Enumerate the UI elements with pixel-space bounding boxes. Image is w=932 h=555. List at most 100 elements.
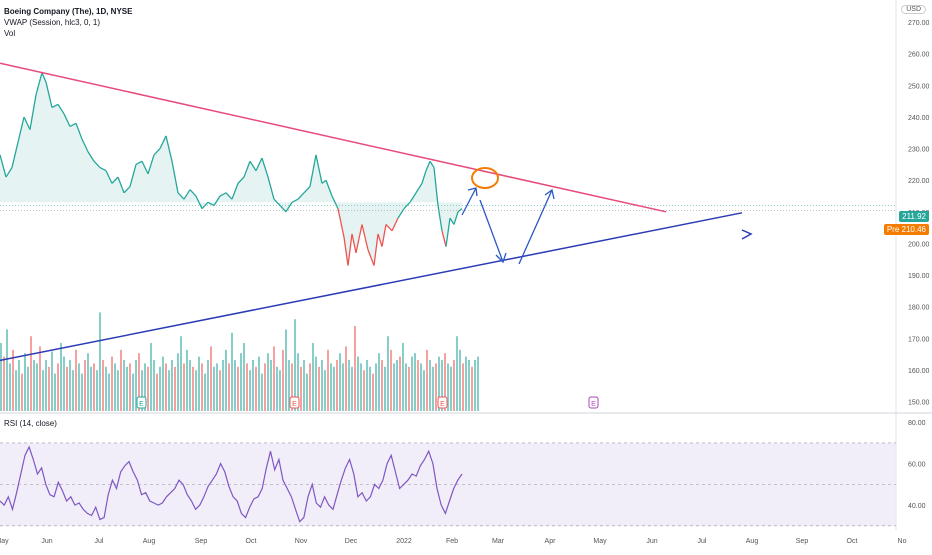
volume-bar [45, 360, 47, 411]
volume-bar [306, 373, 308, 411]
volume-bar [159, 366, 161, 411]
price-line-segment [291, 198, 299, 203]
volume-bar [57, 363, 59, 411]
price-line-segment [105, 170, 113, 184]
volume-bar [192, 366, 194, 411]
volume-bar [390, 349, 392, 411]
volume-bar [423, 370, 425, 411]
volume-bar [177, 353, 179, 411]
volume-indicator-label[interactable]: Vol [4, 29, 16, 38]
volume-bar [96, 370, 98, 411]
vwap-indicator-label[interactable]: VWAP (Session, hlc3, 0, 1) [4, 18, 101, 27]
volume-bar [18, 360, 20, 411]
earnings-marker-box [588, 396, 599, 409]
time-axis-tick-label: Feb [446, 538, 458, 545]
currency-button[interactable]: USD [901, 5, 926, 14]
volume-bar [165, 363, 167, 411]
price-line-segment [285, 201, 293, 213]
volume-bar [447, 363, 449, 411]
symbol-title[interactable]: Boeing Company (The), 1D, NYSE [4, 7, 133, 16]
highlight-circle[interactable] [471, 167, 499, 189]
price-axis-tick-label: 150.00 [908, 400, 930, 407]
volume-bar [222, 360, 224, 411]
earnings-marker[interactable]: E [289, 396, 300, 409]
earnings-marker-box [437, 396, 448, 409]
time-axis-tick-label: Aug [143, 538, 156, 545]
price-line-segment [261, 157, 269, 178]
volume-bar [102, 360, 104, 411]
volume-bar [294, 319, 296, 411]
price-line-segment [99, 166, 107, 172]
earnings-marker[interactable]: E [136, 396, 147, 409]
rsi-indicator-label[interactable]: RSI (14, close) [4, 419, 57, 428]
volume-bar [417, 360, 419, 411]
price-line-segment [117, 176, 125, 194]
price-axis-tick-label: 260.00 [908, 52, 930, 59]
volume-bar [210, 346, 212, 411]
time-axis-tick-label: Oct [847, 538, 858, 545]
volume-bar [333, 366, 335, 411]
price-line-segment [93, 160, 101, 169]
volume-bar [78, 363, 80, 411]
price-line-segment [5, 167, 13, 178]
volume-bar [108, 373, 110, 411]
earnings-marker-box [289, 396, 300, 409]
price-line-segment [159, 135, 167, 149]
projection-arrow-up-1[interactable] [461, 187, 477, 216]
volume-bar [228, 363, 230, 411]
price-line-segment [279, 205, 287, 213]
volume-bar [420, 363, 422, 411]
last-price-value: 211.92 [902, 212, 926, 221]
earnings-marker[interactable]: E [588, 396, 599, 409]
price-line-segment [231, 183, 239, 200]
price-line-segment [237, 176, 245, 184]
time-axis-tick-label: Mar [492, 538, 505, 545]
volume-bar [93, 363, 95, 411]
volume-bar [111, 356, 113, 411]
volume-bar [114, 363, 116, 411]
time-axis-tick-label: Sep [796, 538, 809, 545]
volume-bar [351, 366, 353, 411]
price-line-segment [177, 192, 185, 200]
volume-bar [99, 312, 101, 411]
volume-bar [243, 343, 245, 411]
volume-bar [378, 353, 380, 411]
arrowhead-icon [467, 187, 478, 197]
time-axis-tick-label: Jul [698, 538, 707, 545]
last-price-tag: 211.92 [899, 211, 929, 222]
earnings-marker[interactable]: E [437, 396, 448, 409]
price-line-segment [51, 103, 59, 109]
support-trendline[interactable] [0, 212, 743, 362]
projection-arrow-down[interactable] [479, 199, 504, 263]
price-line-segment [81, 138, 89, 153]
volume-bar [216, 363, 218, 411]
volume-bar [300, 366, 302, 411]
volume-bar [21, 373, 23, 411]
earnings-marker-label: E [139, 401, 144, 408]
volume-bar [363, 370, 365, 411]
price-line-segment [195, 195, 203, 209]
projection-arrow-up-2[interactable] [518, 189, 553, 265]
price-line-segment [297, 192, 305, 200]
volume-bar [360, 363, 362, 411]
resistance-trendline[interactable] [0, 62, 667, 213]
volume-bar [144, 363, 146, 411]
price-line-segment [29, 94, 37, 130]
price-axis-tick-label: 250.00 [908, 83, 930, 90]
volume-bar [225, 349, 227, 411]
volume-bar [339, 353, 341, 411]
volume-bar [3, 356, 5, 411]
volume-bar [327, 349, 329, 411]
volume-bar [66, 366, 68, 411]
volume-bar [168, 370, 170, 411]
price-line-segment [355, 224, 363, 254]
volume-bar [324, 370, 326, 411]
volume-bar [30, 336, 32, 411]
price-line-segment [11, 142, 19, 168]
volume-bar [126, 366, 128, 411]
earnings-marker-label: E [440, 401, 445, 408]
volume-bar [330, 363, 332, 411]
time-axis-tick-label: Dec [345, 538, 358, 545]
volume-bar [240, 353, 242, 411]
